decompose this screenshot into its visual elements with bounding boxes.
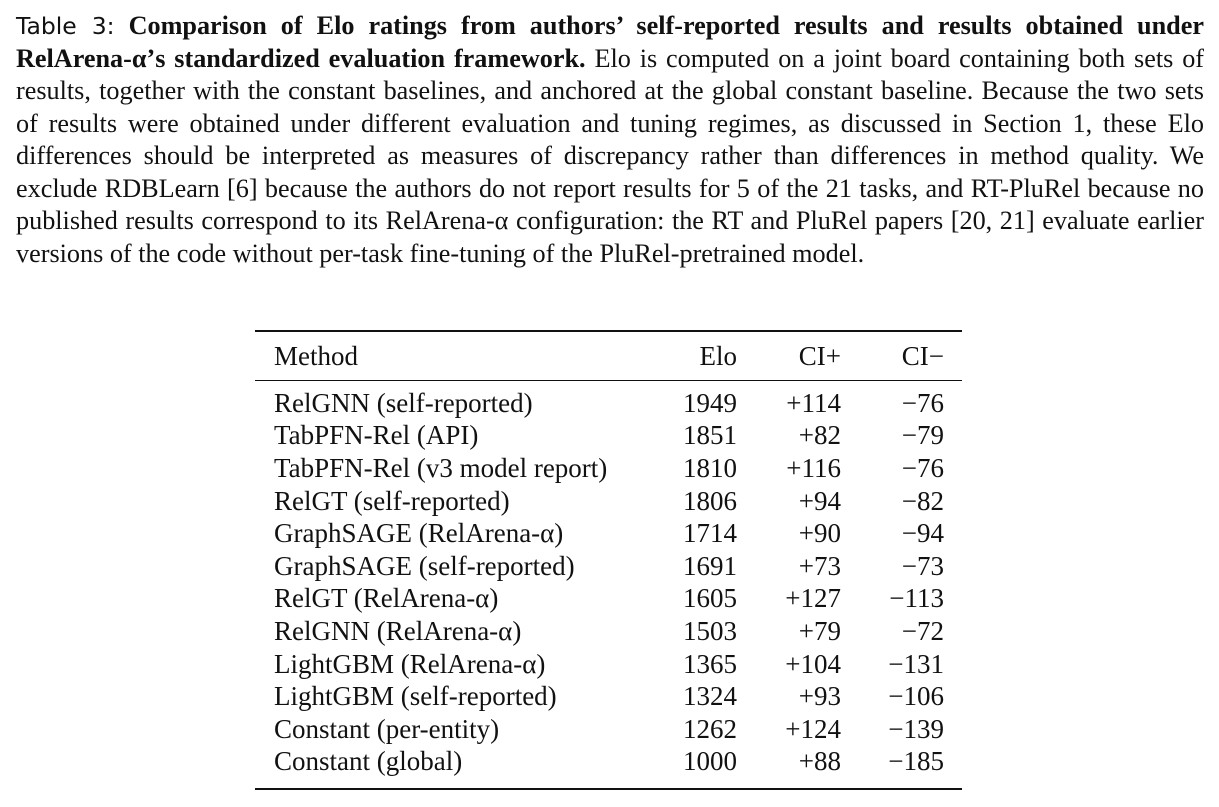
cell-elo: 1324 bbox=[683, 681, 737, 712]
cell-ci-plus: +90 bbox=[798, 518, 841, 549]
table-row: RelGNN (RelArena-α) 1503 +79 −72 bbox=[255, 615, 962, 648]
cell-method: GraphSAGE (self-reported) bbox=[274, 550, 575, 581]
elo-table: Method Elo CI+ CI− RelGNN (self-reported… bbox=[255, 330, 962, 791]
cell-elo: 1365 bbox=[683, 648, 737, 679]
table-row: TabPFN-Rel (v3 model report) 1810 +116 −76 bbox=[255, 452, 962, 485]
caption-label: Table 3: bbox=[16, 12, 115, 40]
table-bottom-rule bbox=[255, 788, 962, 791]
cell-method: RelGNN (RelArena-α) bbox=[274, 615, 522, 646]
table-top-rule bbox=[255, 330, 962, 332]
cell-ci-plus: +114 bbox=[786, 387, 841, 418]
table-row: LightGBM (RelArena-α) 1365 +104 −131 bbox=[255, 648, 962, 681]
cell-ci-plus: +116 bbox=[786, 452, 841, 483]
caption-title: Comparison of Elo ratings from authors’ … bbox=[16, 11, 1204, 73]
cell-ci-plus: +79 bbox=[798, 615, 841, 646]
table-row: TabPFN-Rel (API) 1851 +82 −79 bbox=[255, 420, 962, 453]
table-mid-rule bbox=[255, 380, 962, 381]
table-row: RelGT (RelArena-α) 1605 +127 −113 bbox=[255, 583, 962, 616]
cell-method: Constant (per-entity) bbox=[274, 713, 500, 744]
table-row: Constant (global) 1000 +88 −185 bbox=[255, 746, 962, 779]
cell-method: Constant (global) bbox=[274, 746, 463, 777]
cell-elo: 1000 bbox=[683, 746, 737, 777]
cell-ci-plus: +104 bbox=[785, 648, 841, 679]
cell-ci-minus: −113 bbox=[889, 583, 944, 614]
cell-ci-plus: +127 bbox=[785, 583, 841, 614]
table-row: GraphSAGE (self-reported) 1691 +73 −73 bbox=[255, 550, 962, 583]
table-row: LightGBM (self-reported) 1324 +93 −106 bbox=[255, 680, 962, 713]
table-row: RelGT (self-reported) 1806 +94 −82 bbox=[255, 485, 962, 518]
cell-ci-minus: −76 bbox=[901, 387, 944, 418]
table-row: GraphSAGE (RelArena-α) 1714 +90 −94 bbox=[255, 517, 962, 550]
cell-ci-minus: −131 bbox=[888, 648, 944, 679]
cell-method: TabPFN-Rel (API) bbox=[274, 420, 479, 451]
table-row: Constant (per-entity) 1262 +124 −139 bbox=[255, 713, 962, 746]
cell-ci-plus: +93 bbox=[798, 681, 841, 712]
header-ci-plus: CI+ bbox=[798, 340, 841, 371]
cell-elo: 1691 bbox=[683, 550, 737, 581]
cell-elo: 1605 bbox=[683, 583, 737, 614]
cell-method: RelGT (RelArena-α) bbox=[274, 583, 499, 614]
cell-elo: 1810 bbox=[683, 452, 737, 483]
table-header-row: Method Elo CI+ CI− bbox=[255, 332, 962, 380]
cell-ci-minus: −72 bbox=[901, 615, 944, 646]
table-caption: Table 3: Comparison of Elo ratings from … bbox=[16, 10, 1204, 270]
cell-ci-plus: +82 bbox=[798, 420, 841, 451]
cell-ci-plus: +94 bbox=[798, 485, 841, 516]
cell-ci-minus: −139 bbox=[888, 713, 944, 744]
cell-elo: 1806 bbox=[683, 485, 737, 516]
cell-ci-plus: +88 bbox=[798, 746, 841, 777]
cell-elo: 1503 bbox=[683, 615, 737, 646]
cell-elo: 1949 bbox=[683, 387, 737, 418]
cell-method: GraphSAGE (RelArena-α) bbox=[274, 518, 564, 549]
header-method: Method bbox=[274, 340, 358, 371]
cell-ci-minus: −73 bbox=[901, 550, 944, 581]
cell-method: LightGBM (self-reported) bbox=[274, 681, 557, 712]
cell-ci-minus: −79 bbox=[901, 420, 944, 451]
cell-elo: 1714 bbox=[683, 518, 737, 549]
cell-method: LightGBM (RelArena-α) bbox=[274, 648, 546, 679]
caption-text: Elo is computed on a joint board contain… bbox=[16, 43, 1205, 268]
table-body: RelGNN (self-reported) 1949 +114 −76 TabPFN-… bbox=[255, 381, 962, 788]
cell-elo: 1262 bbox=[683, 713, 737, 744]
cell-ci-plus: +73 bbox=[798, 550, 841, 581]
cell-ci-minus: −106 bbox=[888, 681, 944, 712]
header-ci-minus: CI− bbox=[901, 340, 944, 371]
header-elo: Elo bbox=[699, 340, 738, 371]
cell-elo: 1851 bbox=[683, 420, 737, 451]
cell-ci-minus: −94 bbox=[901, 518, 944, 549]
cell-ci-minus: −185 bbox=[888, 746, 944, 777]
cell-method: RelGT (self-reported) bbox=[274, 485, 510, 516]
cell-ci-plus: +124 bbox=[785, 713, 841, 744]
table-row: RelGNN (self-reported) 1949 +114 −76 bbox=[255, 387, 962, 420]
cell-method: TabPFN-Rel (v3 model report) bbox=[274, 452, 608, 483]
cell-ci-minus: −82 bbox=[901, 485, 944, 516]
cell-method: RelGNN (self-reported) bbox=[274, 387, 533, 418]
cell-ci-minus: −76 bbox=[901, 452, 944, 483]
